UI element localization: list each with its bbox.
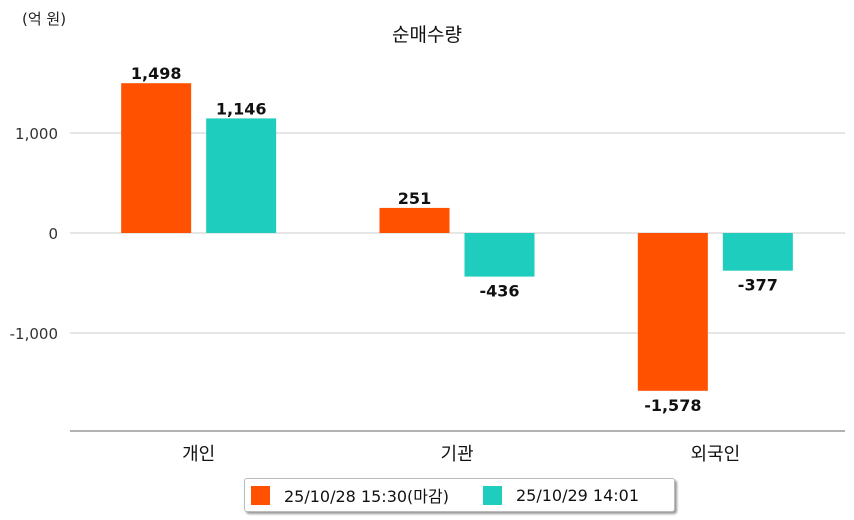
bar (637, 233, 708, 391)
legend-item-series-2[interactable]: 25/10/29 14:01 (482, 485, 640, 505)
legend-item-series-1[interactable]: 25/10/28 15:30(마감) (251, 483, 449, 507)
legend-label: 25/10/28 15:30(마감) (284, 487, 449, 506)
legend-swatch (251, 485, 270, 505)
bar (464, 233, 535, 277)
data-label: 251 (398, 189, 431, 208)
data-label: 1,498 (131, 64, 182, 83)
x-tick-label: 개인 (182, 444, 215, 465)
data-label: 1,146 (216, 99, 267, 118)
y-tick-label: 1,000 (15, 125, 58, 143)
unit-label: (억 원) (22, 10, 67, 28)
data-label: -377 (738, 276, 778, 295)
bar (379, 207, 450, 233)
legend-swatch (482, 485, 502, 505)
legend-label: 25/10/29 14:01 (515, 485, 640, 505)
x-tick-label: 기관 (440, 444, 473, 465)
legend: 25/10/28 15:30(마감) 25/10/29 14:01 (244, 478, 675, 512)
bar-chart: 1,000 0 -1,000 개인 1,498 1,146 기관 251 -436 외국인 -1,5… (10, 64, 845, 465)
data-label: -436 (479, 282, 519, 301)
bar (206, 118, 277, 233)
y-tick-label: -1,000 (10, 325, 58, 343)
data-label: -1,578 (644, 396, 701, 415)
bar (722, 233, 793, 271)
y-tick-label: 0 (48, 225, 58, 243)
chart-title: 순매수량 (392, 24, 462, 46)
x-tick-label: 외국인 (690, 444, 740, 465)
bar (121, 83, 192, 233)
